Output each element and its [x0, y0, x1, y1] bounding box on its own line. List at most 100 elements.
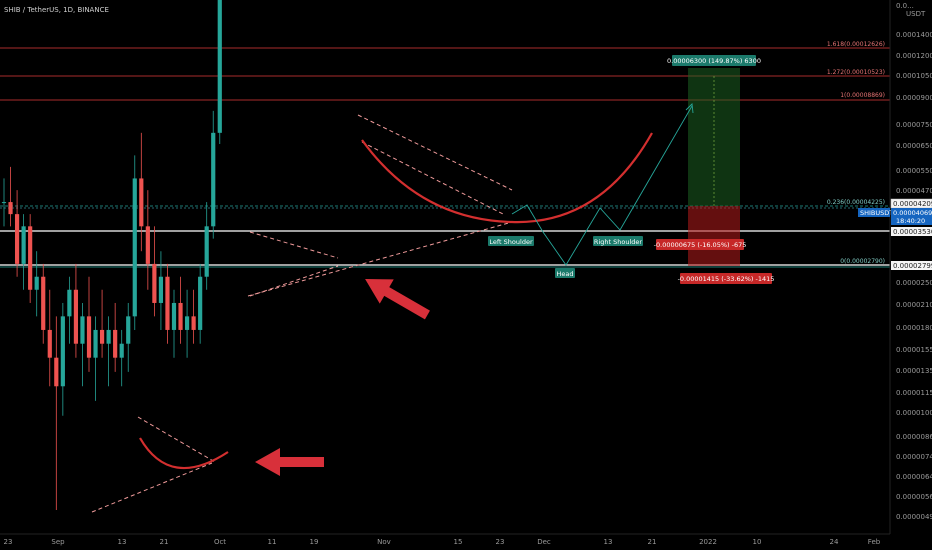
- time-tick-label: 11: [268, 538, 277, 546]
- flag-lower: [249, 265, 339, 297]
- candle: [178, 276, 183, 344]
- stop2-tag-text: -0.00001415 (-33.62%) -1415: [678, 275, 775, 283]
- tag-support-0: 0.00002799: [893, 262, 932, 270]
- candle: [113, 302, 118, 372]
- candle: [171, 289, 177, 358]
- time-axis[interactable]: 23 Sep 13 21 Oct 11 19 Nov 15 23 Dec 13 21 2022 10 24 Fe…: [0, 533, 890, 546]
- time-tick-label: 19: [310, 538, 319, 546]
- fib-label-0236: 0.236(0.00004225): [827, 199, 885, 206]
- candle: [54, 316, 59, 510]
- candle: [198, 263, 203, 344]
- target-tag: [672, 55, 756, 66]
- candle: [158, 251, 164, 330]
- candle: [132, 155, 137, 330]
- time-tick-label: 13: [118, 538, 127, 546]
- candles-layer: [1, 0, 222, 510]
- candle: [21, 214, 26, 290]
- candle: [99, 289, 105, 358]
- fib-label-0: 0(0.00002790): [840, 258, 885, 265]
- cup-curve-main: [361, 132, 653, 224]
- time-tick-label: Nov: [377, 538, 391, 546]
- candle: [60, 302, 65, 416]
- candle: [139, 132, 144, 252]
- target-tag-text: 0.00006300 (149.87%) 6300: [667, 57, 761, 65]
- candle: [73, 263, 79, 358]
- candle: [145, 190, 150, 290]
- fib-labels: 1.618(0.00012626) 1.272(0.00010523) 1(0.…: [827, 41, 885, 265]
- head-text: Head: [557, 270, 574, 278]
- drawings: [91, 103, 694, 513]
- projection-arrowhead: [685, 103, 694, 114]
- price-axis-unit: USDT: [906, 10, 926, 18]
- candle: [106, 316, 111, 387]
- price-axis-top: 0.0...: [896, 2, 914, 10]
- candle: [14, 190, 20, 277]
- candle: [211, 110, 216, 239]
- left-shoulder-tag: [488, 236, 534, 246]
- time-tick-label: Sep: [51, 538, 65, 546]
- time-tick-label: Oct: [214, 538, 226, 546]
- time-tick-label: 21: [648, 538, 657, 546]
- candle: [204, 202, 209, 290]
- time-tick-label: 15: [454, 538, 463, 546]
- fib-label-1272: 1.272(0.00010523): [827, 69, 885, 76]
- arrow-september: [255, 448, 324, 476]
- time-tick-label: Dec: [537, 538, 551, 546]
- candle: [119, 329, 124, 387]
- time-tick-label: 23: [4, 538, 13, 546]
- tag-support-1: 0.00003530: [893, 228, 932, 236]
- trendline-sep-upper: [137, 416, 216, 463]
- trendline-sep-lower: [91, 462, 213, 513]
- callout-arrows: [255, 279, 430, 476]
- candle: [28, 214, 33, 303]
- candle: [152, 226, 157, 317]
- tag-countdown: 18:40:20: [896, 217, 925, 225]
- flag-upper: [249, 231, 339, 259]
- time-tick-label: 13: [604, 538, 613, 546]
- candle: [184, 289, 190, 358]
- wedge-upper: [357, 114, 513, 191]
- time-tick-label: 24: [830, 538, 839, 546]
- fib-lines: [0, 47, 890, 268]
- time-tick-label: 2022: [699, 538, 717, 546]
- candle: [86, 276, 92, 372]
- stop1-tag: [656, 239, 744, 250]
- candle: [126, 302, 131, 372]
- pattern-labels: Left Shoulder Head Right Shoulder: [488, 236, 643, 278]
- candle: [93, 316, 98, 401]
- candle: [191, 289, 196, 344]
- long-position[interactable]: 0.00006300 (149.87%) 6300 -0.00000675 (-…: [654, 55, 775, 284]
- trendline-main-support: [247, 221, 513, 297]
- time-tick-label: 21: [160, 538, 169, 546]
- head-tag: [555, 268, 575, 278]
- left-shoulder-text: Left Shoulder: [489, 238, 533, 246]
- cup-curve-september: [139, 437, 229, 470]
- tag-symbol: SHIBUSDT: [860, 209, 893, 217]
- time-tick-label: Feb: [868, 538, 881, 546]
- candle: [67, 276, 72, 344]
- candle: [8, 166, 13, 227]
- tag-fib-236: 0.00004209: [893, 200, 932, 208]
- wedge-lower: [361, 141, 506, 216]
